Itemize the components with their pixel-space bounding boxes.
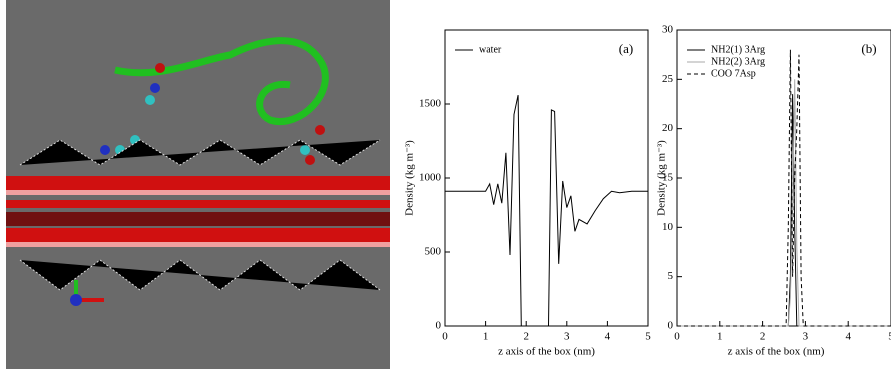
data-line (445, 94, 648, 327)
data-line (677, 94, 891, 327)
panel-label: (a) (619, 41, 633, 56)
x-tick-label: 4 (845, 331, 851, 343)
legend-label: NH2(2) 3Arg (711, 56, 765, 67)
x-tick-label: 2 (760, 331, 766, 343)
y-tick-label: 15 (662, 172, 674, 184)
y-axis-label: Density (kg m⁻³) (656, 140, 668, 216)
y-tick-label: 25 (662, 73, 674, 85)
data-line (677, 49, 891, 327)
x-tick-label: 3 (564, 331, 570, 343)
legend-label: water (479, 44, 502, 55)
y-tick-label: 5 (668, 270, 674, 282)
plot-frame (676, 29, 891, 327)
x-tick-label: 3 (803, 331, 809, 343)
x-tick-label: 5 (645, 331, 651, 343)
x-tick-label: 0 (674, 331, 680, 343)
y-tick-label: 10 (662, 221, 674, 233)
y-tick-label: 20 (662, 122, 674, 134)
legend-label: COO 7Asp (711, 68, 756, 79)
y-tick-label: 30 (662, 24, 674, 36)
y-tick-label: 1000 (419, 172, 442, 184)
x-tick-label: 4 (605, 331, 611, 343)
y-tick-label: 0 (436, 320, 442, 332)
x-tick-label: 5 (888, 331, 891, 343)
data-line (677, 79, 891, 327)
y-tick-label: 500 (425, 246, 442, 258)
x-axis-label: z axis of the box (nm) (498, 346, 595, 358)
molecular-snapshot (6, 0, 390, 369)
y-tick-label: 0 (668, 320, 674, 332)
y-tick-label: 1500 (419, 98, 442, 110)
legend-label: NH2(1) 3Arg (711, 44, 765, 55)
x-tick-label: 2 (523, 331, 529, 343)
plot-frame (444, 29, 649, 327)
x-tick-label: 0 (442, 331, 448, 343)
x-axis-label: z axis of the box (nm) (728, 346, 825, 358)
y-axis-label: Density (kg m⁻³) (404, 140, 416, 216)
x-tick-label: 1 (483, 331, 489, 343)
x-tick-label: 1 (717, 331, 723, 343)
panel-label: (b) (861, 41, 876, 56)
